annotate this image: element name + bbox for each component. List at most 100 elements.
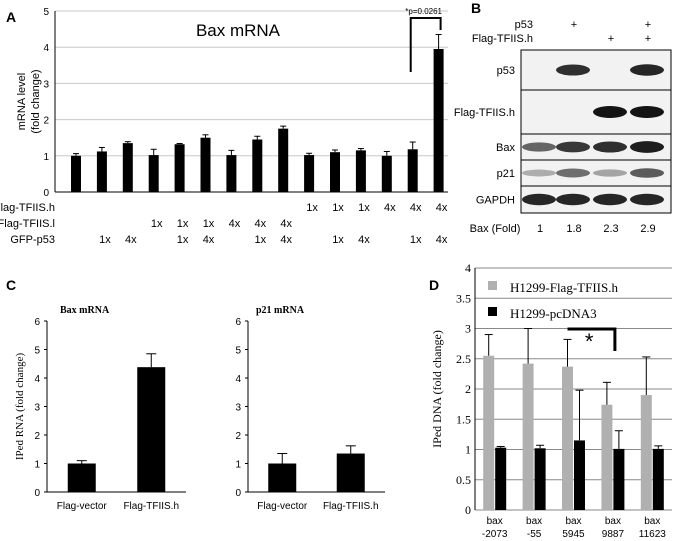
blot-band (522, 142, 556, 152)
bar-pcdna3 (613, 448, 625, 510)
bar-flag-tfiis (483, 355, 495, 510)
y-tick-label: 3 (235, 403, 241, 414)
y-axis-label: IPed DNA (fold change) (430, 330, 444, 448)
condition-cell: 4x (280, 218, 292, 230)
blot-band (593, 106, 627, 118)
x-tick-label: Flag-TFIIS.h (123, 501, 179, 512)
bar (137, 367, 166, 492)
y-tick-label: 4 (465, 261, 471, 275)
legend-label: H1299-Flag-TFIIS.h (510, 280, 618, 295)
y-tick-label: 1 (43, 152, 49, 163)
bar (355, 150, 366, 192)
y-axis-label: (fold change) (30, 69, 42, 133)
y-tick-label: 0.5 (456, 473, 471, 487)
bar-flag-tfiis (522, 363, 534, 510)
blot-header-label: p53 (515, 19, 533, 31)
blot-band (556, 64, 590, 76)
blot-row-label: p53 (497, 65, 515, 77)
bar-pcdna3 (534, 448, 546, 510)
significance-bracket (567, 327, 617, 351)
bar (148, 155, 159, 192)
y-tick-label: 0 (465, 503, 471, 517)
bar (67, 463, 96, 492)
panel-label-d: D (429, 277, 439, 293)
condition-cell: 4x (358, 234, 370, 246)
bar (96, 151, 107, 192)
y-tick-label: 2 (43, 116, 49, 127)
y-tick-label: 0 (34, 488, 40, 499)
y-axis-label: IPed RNA (fold change) (14, 353, 26, 461)
condition-row-label: GFP-p53 (10, 234, 55, 246)
bax-fold-label: Bax (Fold) (470, 223, 521, 235)
bar-pcdna3 (652, 448, 664, 510)
chart-title: Bax mRNA (60, 305, 110, 316)
y-tick-label: 3 (34, 403, 40, 414)
legend-swatch (488, 307, 497, 316)
blot-band (630, 106, 664, 118)
panel-label-b: B (471, 0, 481, 16)
y-tick-label: 4 (34, 374, 40, 385)
condition-cell: 1x (410, 234, 422, 246)
blot-band (522, 193, 556, 206)
y-tick-label: 2 (235, 431, 241, 442)
chart-title: Bax mRNA (196, 21, 281, 40)
blot-band (556, 193, 590, 206)
y-tick-label: 1 (465, 443, 471, 457)
bar (122, 143, 133, 192)
panel-b-western-blot: p53 + + Flag-TFIIS.h + + p53 Flag-TFIIS.h Bax p21… (454, 19, 672, 235)
blot-header-cell: + (645, 19, 651, 31)
bar (174, 144, 185, 192)
y-tick-label: 1.5 (456, 412, 471, 426)
blot-row-label: Flag-TFIIS.h (454, 107, 515, 119)
bar (278, 128, 289, 192)
x-tick-label: bax (526, 516, 542, 527)
significance-label: * (585, 329, 594, 354)
x-tick-label: 9887 (602, 529, 625, 540)
bar (381, 155, 392, 192)
condition-cell: 4x (436, 234, 448, 246)
blot-row-label: GAPDH (476, 195, 515, 207)
blot-band (593, 141, 627, 153)
blot-band (630, 168, 664, 178)
y-tick-label: 2 (465, 382, 471, 396)
y-axis-label: mRNA level (16, 73, 28, 130)
condition-cell: 4x (229, 218, 241, 230)
blot-band (593, 169, 627, 177)
y-tick-label: 5 (235, 346, 241, 357)
y-tick-label: 2 (34, 431, 40, 442)
y-tick-label: 5 (34, 346, 40, 357)
bar-flag-tfiis (640, 395, 652, 510)
bar (407, 149, 418, 192)
blot-header-cell: + (608, 33, 614, 45)
condition-cell: 4x (410, 202, 422, 214)
panel-c-bax-chart: 0 1 2 3 4 5 6 Bax mRNA IPed RNA (fold change) Fla… (14, 305, 186, 512)
bar-flag-tfiis (601, 404, 613, 510)
condition-cell: 4x (203, 234, 215, 246)
legend-label: H1299-pcDNA3 (510, 306, 597, 321)
condition-cell: 4x (436, 202, 448, 214)
blot-header-label: Flag-TFIIS.h (472, 33, 533, 45)
bar (252, 139, 263, 192)
bar (268, 463, 297, 492)
y-tick-label: 1 (34, 460, 40, 471)
bax-fold-value: 2.3 (603, 223, 618, 235)
blot-row-label: p21 (497, 168, 515, 180)
x-tick-label: -55 (527, 529, 542, 540)
bar-pcdna3 (574, 440, 585, 510)
legend-swatch (488, 281, 497, 290)
bar (71, 155, 81, 192)
bar (304, 155, 315, 192)
y-tick-label: 5 (43, 7, 49, 18)
condition-cell: 1x (306, 202, 318, 214)
panel-c-p21-chart: 0 1 2 3 4 5 6 p21 mRNA Flag-vector Flag-TFIIS.h (235, 305, 385, 512)
y-tick-label: 2.5 (456, 352, 471, 366)
condition-cell: 1x (203, 218, 215, 230)
condition-cell: 1x (99, 234, 111, 246)
panel-label-c: C (6, 277, 16, 293)
condition-cell: 4x (254, 218, 266, 230)
y-tick-label: 4 (43, 43, 49, 54)
condition-cell: 1x (358, 202, 370, 214)
bar (336, 453, 365, 492)
significance-bracket (409, 17, 442, 72)
x-tick-label: Flag-vector (57, 501, 108, 512)
